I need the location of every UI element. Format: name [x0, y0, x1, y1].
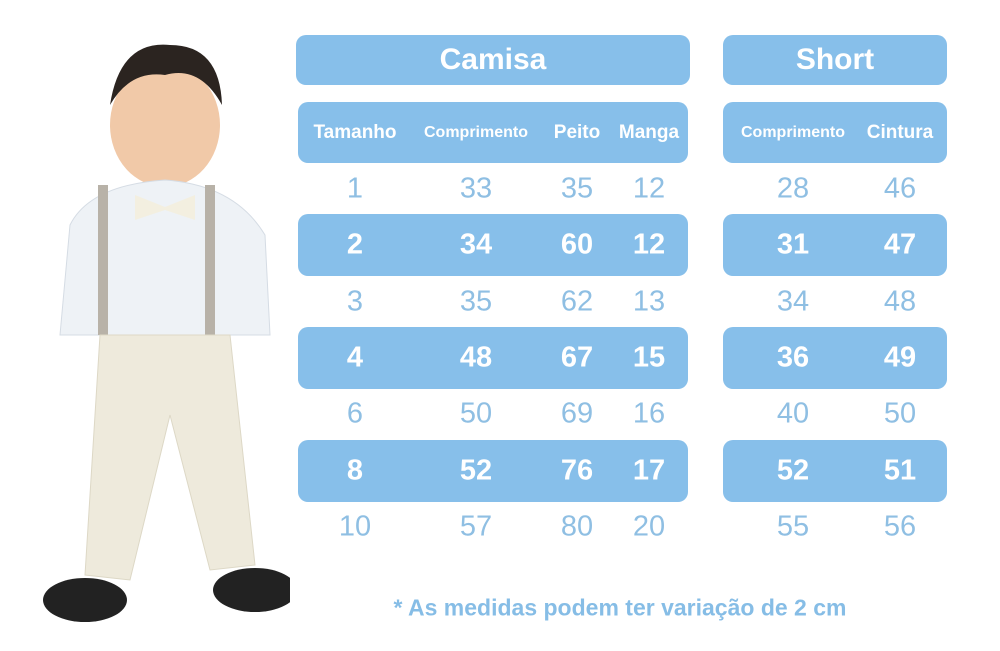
short-cell: 52	[776, 454, 810, 487]
camisa-cell: 50	[459, 397, 493, 430]
short-cell: 34	[776, 285, 810, 318]
camisa-cell: 15	[632, 341, 666, 374]
short-cell: 51	[883, 454, 917, 487]
short-cell: 55	[776, 510, 810, 543]
camisa-cell: 10	[338, 510, 372, 543]
camisa-cell: 8	[346, 454, 364, 487]
camisa-header-comprimento: Comprimento	[424, 124, 528, 141]
camisa-cell: 12	[632, 172, 666, 205]
camisa-cell: 2	[346, 228, 364, 261]
camisa-title: Camisa	[296, 35, 690, 85]
short-cell: 48	[883, 285, 917, 318]
measurement-note: * As medidas podem ter variação de 2 cm	[393, 594, 847, 621]
camisa-cell: 13	[632, 285, 666, 318]
camisa-row-band	[298, 327, 688, 389]
camisa-header-manga: Manga	[618, 122, 680, 143]
camisa-header-row	[298, 102, 688, 163]
short-title: Short	[723, 35, 947, 85]
camisa-header-peito: Peito	[553, 122, 601, 143]
short-cell: 36	[776, 341, 810, 374]
camisa-cell: 3	[346, 285, 364, 318]
short-cell: 28	[776, 172, 810, 205]
camisa-header-tamanho: Tamanho	[313, 122, 397, 143]
camisa-cell: 4	[346, 341, 364, 374]
camisa-cell: 1	[346, 172, 364, 205]
short-cell: 46	[883, 172, 917, 205]
camisa-cell: 17	[632, 454, 666, 487]
camisa-cell: 52	[459, 454, 493, 487]
camisa-cell: 69	[560, 397, 594, 430]
short-row-band	[723, 214, 947, 276]
short-cell: 40	[776, 397, 810, 430]
camisa-cell: 76	[560, 454, 594, 487]
camisa-cell: 62	[560, 285, 594, 318]
camisa-cell: 16	[632, 397, 666, 430]
camisa-cell: 35	[560, 172, 594, 205]
short-cell: 47	[883, 228, 917, 261]
camisa-cell: 60	[560, 228, 594, 261]
child-model-photo	[43, 44, 290, 622]
camisa-cell: 34	[459, 228, 493, 261]
short-row-band	[723, 440, 947, 502]
camisa-row-band	[298, 214, 688, 276]
short-cell: 31	[776, 228, 810, 261]
short-cell: 56	[883, 510, 917, 543]
short-header-row	[723, 102, 947, 163]
camisa-cell: 35	[459, 285, 493, 318]
short-row-band	[723, 327, 947, 389]
camisa-row-band	[298, 440, 688, 502]
short-cell: 50	[883, 397, 917, 430]
camisa-cell: 12	[632, 228, 666, 261]
camisa-cell: 48	[459, 341, 493, 374]
camisa-cell: 20	[632, 510, 666, 543]
camisa-cell: 33	[459, 172, 493, 205]
camisa-cell: 6	[346, 397, 364, 430]
short-header-comprimento: Comprimento	[741, 124, 845, 141]
short-header-cintura: Cintura	[866, 122, 934, 143]
short-cell: 49	[883, 341, 917, 374]
camisa-cell: 57	[459, 510, 493, 543]
camisa-cell: 80	[560, 510, 594, 543]
camisa-cell: 67	[560, 341, 594, 374]
